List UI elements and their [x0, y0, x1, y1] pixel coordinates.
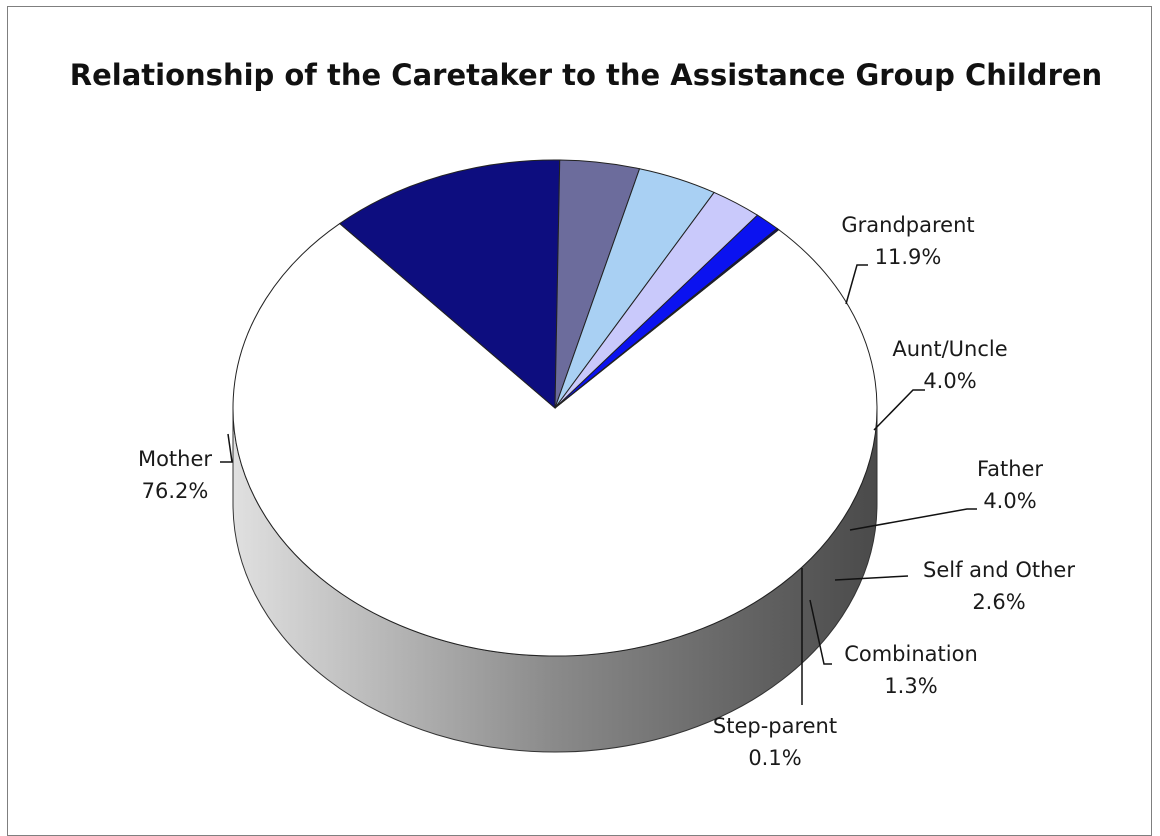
leader-line-father: [849, 508, 977, 531]
pie-slice-grandparent: [338, 159, 561, 410]
slice-value-self-and-other: 2.6%: [972, 590, 1025, 614]
pie-slice-mother: [232, 222, 878, 657]
slice-label-step-parent: Step-parent: [713, 714, 837, 738]
slice-value-grandparent: 11.9%: [875, 245, 942, 269]
slice-label-mother: Mother: [138, 447, 212, 471]
leader-line-self-and-other: [834, 575, 909, 581]
slice-label-self-and-other: Self and Other: [923, 558, 1075, 582]
slice-label-grandparent: Grandparent: [841, 213, 974, 237]
slice-label-aunt-uncle: Aunt/Uncle: [892, 337, 1007, 361]
leader-line-combination: [809, 599, 832, 665]
leader-line-mother: [220, 433, 233, 463]
slice-label-father: Father: [977, 457, 1043, 481]
slice-value-father: 4.0%: [983, 489, 1036, 513]
slice-value-mother: 76.2%: [142, 479, 209, 503]
slice-label-combination: Combination: [844, 642, 978, 666]
pie-chart: Mother 76.2% Grandparent 11.9% Aunt/Uncle 4.0…: [138, 159, 1075, 770]
leader-line-grandparent: [845, 264, 868, 305]
slice-value-step-parent: 0.1%: [748, 746, 801, 770]
slice-value-combination: 1.3%: [884, 674, 937, 698]
leader-line-aunt-uncle: [873, 389, 925, 431]
chart-title: Relationship of the Caretaker to the Ass…: [69, 58, 1103, 92]
pie-slice-step-parent: [554, 227, 780, 409]
slice-value-aunt-uncle: 4.0%: [923, 369, 976, 393]
